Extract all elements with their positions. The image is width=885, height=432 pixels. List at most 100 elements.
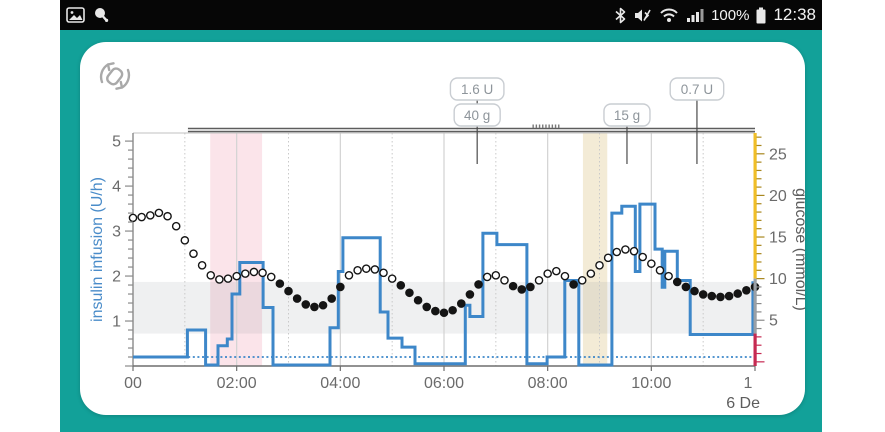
glucose-dot	[655, 266, 665, 275]
date-label: 6 De	[726, 395, 760, 412]
event-badge-box	[453, 103, 501, 127]
glucose-dot	[508, 281, 518, 291]
glucose-dot	[215, 275, 224, 284]
glucose-dot	[137, 212, 146, 222]
glucose-dot	[500, 275, 509, 285]
glucose-dot	[327, 294, 336, 303]
glucose-dot	[284, 286, 293, 296]
x-tick-label: 1	[744, 375, 753, 392]
clock-text: 12:38	[773, 5, 816, 24]
glucose-dot	[733, 289, 743, 298]
glucose-dot	[396, 280, 406, 290]
glucose-dot	[258, 268, 267, 278]
glucose-dot	[275, 279, 285, 288]
event-badge: 1.6 U	[449, 77, 505, 101]
search-notification-icon	[95, 8, 109, 22]
glucose-dot	[163, 211, 172, 221]
glucose-dot	[569, 280, 578, 289]
closed-loop-sync-icon	[99, 62, 131, 90]
glucose-dot	[672, 277, 682, 287]
glucose-dot	[145, 211, 155, 220]
battery-icon	[756, 7, 766, 23]
glucose-dot	[128, 213, 138, 223]
glucose-dot	[431, 306, 440, 316]
glucose-dot	[361, 264, 371, 273]
glucose-dot	[379, 268, 388, 278]
glucose-low-zone-axis	[753, 333, 757, 366]
glucose-dot	[552, 266, 561, 276]
insulin-tick-label: 5	[112, 134, 121, 151]
glucose-dot	[560, 271, 570, 281]
x-tick-label: 10:00	[631, 375, 671, 392]
glucose-dot	[171, 221, 181, 231]
glucose-dot	[405, 288, 414, 298]
glucose-insulin-chart[interactable]: 1 2 3 4 5 insulin infusion (U/h) 5 10 15 20 25 gluc…	[80, 42, 809, 415]
glucose-tick-label: 20	[769, 188, 787, 205]
glucose-dot	[180, 236, 190, 245]
x-tick-label: 06:00	[424, 375, 464, 392]
wifi-icon	[660, 8, 678, 22]
glucose-dot	[413, 295, 423, 305]
insulin-step-line	[133, 202, 755, 367]
x-tick-label: 08:00	[528, 375, 568, 392]
glucose-dot	[353, 266, 362, 275]
glucose-dot	[603, 253, 613, 263]
glucose-dot	[724, 291, 734, 301]
glucose-tick-label: 10	[769, 271, 787, 288]
event-badge: 15 g	[603, 103, 651, 127]
glucose-dot	[448, 305, 457, 315]
glucose-high-zone-axis	[753, 133, 757, 279]
battery-percent-text: 100%	[711, 6, 750, 24]
glucose-dot	[197, 261, 207, 270]
cell-signal-icon	[687, 9, 704, 22]
x-tick-label: 02:00	[217, 375, 257, 392]
event-badge-box	[449, 77, 505, 101]
glucose-dot	[543, 269, 552, 278]
image-notification-icon	[66, 7, 85, 23]
sound-muted-icon	[635, 9, 651, 21]
glucose-dot	[629, 246, 639, 256]
glucose-dot	[310, 302, 319, 312]
glucose-dot	[716, 292, 725, 302]
phone-screen: 100% 12:38 1 2 3	[60, 0, 822, 432]
glucose-dot	[707, 291, 717, 301]
glucose-tick-label: 5	[769, 313, 778, 330]
app-background: 1 2 3 4 5 insulin infusion (U/h) 5 10 15 20 25 gluc…	[60, 30, 822, 432]
glucose-dot	[336, 282, 345, 292]
glucose-dot	[344, 270, 354, 280]
insulin-axis-title: insulin infusion (U/h)	[89, 177, 106, 322]
event-badge: 40 g	[453, 103, 501, 127]
glucose-dot	[189, 249, 198, 258]
glucose-dot	[387, 274, 397, 283]
x-tick-label: 04:00	[320, 375, 360, 392]
glucose-dot	[318, 300, 328, 310]
glucose-dot	[577, 275, 587, 285]
glucose-dot	[266, 272, 276, 282]
highlight-band	[582, 133, 608, 366]
glucose-dot	[241, 269, 250, 278]
event-badge-label: 40 g	[464, 108, 490, 123]
glucose-dot	[595, 261, 604, 270]
glucose-dot	[621, 245, 630, 254]
event-badge-label: 15 g	[614, 108, 640, 123]
status-bar-system: 100% 12:38	[615, 5, 816, 25]
insulin-tick-label: 1	[112, 314, 121, 331]
glucose-dot	[422, 302, 432, 312]
bluetooth-icon	[615, 7, 626, 23]
event-badge-box	[669, 77, 725, 101]
glucose-dot	[465, 290, 475, 299]
glucose-dot	[232, 271, 241, 281]
glucose-dot	[439, 308, 449, 318]
glucose-dot	[647, 259, 656, 268]
glucose-dot	[534, 275, 544, 285]
glucose-dot	[526, 282, 535, 292]
insulin-tick-label: 2	[112, 269, 121, 286]
glucose-dot	[206, 270, 216, 280]
insulin-tick-label: 3	[112, 224, 121, 241]
glucose-tick-label: 15	[769, 230, 787, 247]
x-tick-label: 00	[124, 375, 142, 392]
glucose-dot	[586, 269, 596, 278]
glucose-dot	[370, 265, 380, 274]
glucose-dot	[690, 286, 699, 296]
